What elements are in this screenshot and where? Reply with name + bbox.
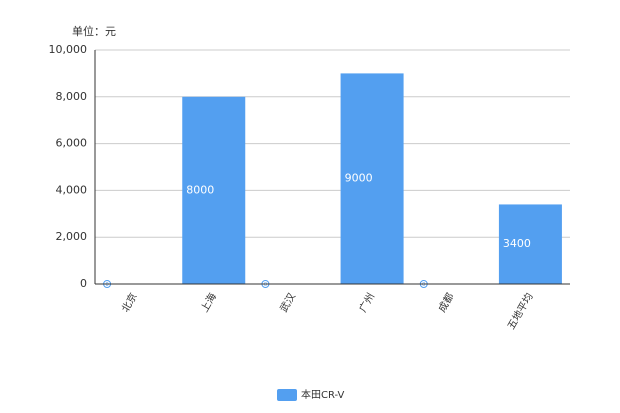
legend-swatch bbox=[277, 389, 297, 401]
x-tick-label: 武汉 bbox=[277, 291, 298, 315]
x-tick-label: 上海 bbox=[198, 291, 219, 315]
bar bbox=[498, 204, 562, 284]
y-tick-label: 0 bbox=[80, 277, 87, 290]
y-tick-label: 6,000 bbox=[56, 137, 88, 150]
value-label: 8000 bbox=[186, 183, 214, 196]
x-tick-label: 广州 bbox=[357, 291, 377, 314]
x-tick-label: 五地平均 bbox=[504, 291, 535, 332]
y-tick-label: 8,000 bbox=[56, 90, 88, 103]
bar bbox=[182, 96, 246, 284]
y-tick-label: 10,000 bbox=[49, 43, 88, 56]
value-label: 0 bbox=[105, 282, 108, 288]
x-tick-label: 北京 bbox=[119, 291, 140, 315]
unit-label: 单位：元 bbox=[72, 24, 116, 38]
bar bbox=[340, 73, 404, 285]
value-label: 0 bbox=[422, 282, 425, 288]
value-label: 0 bbox=[264, 282, 267, 288]
x-tick-label: 成都 bbox=[436, 291, 456, 314]
value-label: 9000 bbox=[345, 172, 373, 185]
y-tick-label: 2,000 bbox=[56, 230, 88, 243]
legend-label: 本田CR-V bbox=[301, 388, 345, 401]
y-tick-label: 4,000 bbox=[56, 183, 88, 196]
value-label: 3400 bbox=[503, 237, 531, 250]
